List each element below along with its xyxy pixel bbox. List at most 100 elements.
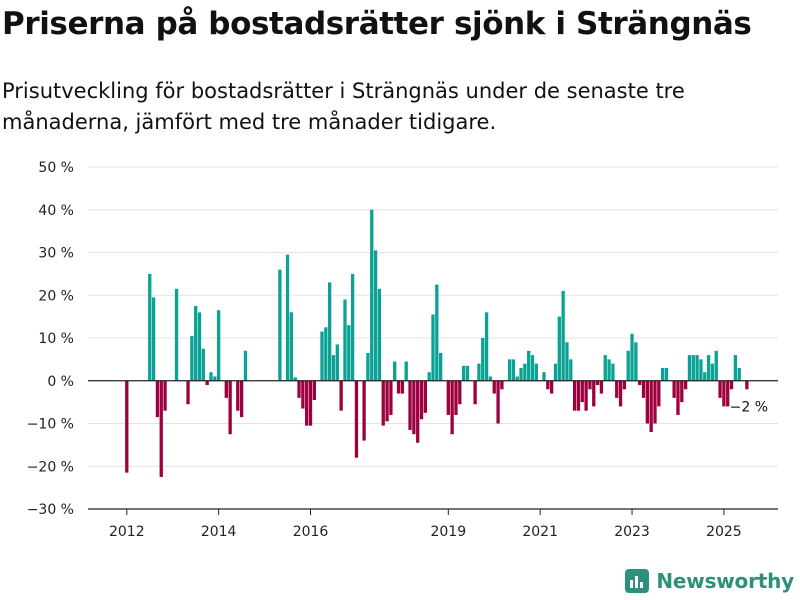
bar (672, 380, 676, 398)
x-tick-label: 2023 (614, 524, 650, 540)
bar (278, 269, 282, 381)
bar (542, 372, 546, 381)
bar (458, 380, 462, 405)
bar (634, 342, 638, 381)
bar (527, 350, 531, 381)
y-tick-label: 50 % (38, 160, 74, 176)
bar (500, 380, 504, 390)
bar (565, 342, 569, 381)
bar (729, 380, 734, 390)
bar (159, 380, 163, 477)
bar (695, 355, 699, 381)
bar (431, 314, 435, 381)
bar (201, 348, 205, 381)
bar (630, 333, 634, 381)
bar (618, 380, 623, 407)
bar (496, 380, 500, 424)
bar (622, 380, 627, 390)
bar (523, 363, 527, 381)
bar (151, 297, 156, 381)
bar (335, 344, 339, 381)
bar (661, 367, 665, 381)
bar (607, 359, 611, 381)
bar (576, 380, 581, 411)
bar (603, 355, 607, 381)
bar (209, 372, 213, 381)
bar (370, 209, 374, 381)
bar (722, 380, 726, 407)
bar (481, 338, 485, 381)
bar (320, 331, 324, 381)
bar (484, 312, 489, 381)
bar (726, 380, 730, 407)
bar (561, 290, 565, 381)
bar (553, 363, 558, 381)
bar (155, 380, 160, 418)
brand-logo: Newsworthy (624, 568, 794, 594)
bar (305, 380, 309, 426)
bar (645, 380, 649, 424)
bars (125, 209, 749, 477)
bar (285, 254, 290, 381)
annotations: −2 % (730, 399, 768, 415)
bar (297, 380, 301, 398)
bar (718, 380, 722, 398)
bar (435, 284, 439, 381)
bar (362, 380, 366, 441)
bar (733, 355, 738, 381)
bar (224, 380, 228, 398)
bar (638, 380, 642, 386)
bar (339, 380, 343, 411)
bar (404, 361, 408, 381)
y-tick-label: 40 % (38, 203, 74, 219)
y-tick-label: 0 % (47, 374, 74, 390)
bar (477, 363, 481, 381)
bar (366, 352, 370, 381)
bar (488, 376, 493, 381)
bar (190, 335, 194, 381)
bar (228, 380, 232, 435)
bar (331, 355, 336, 381)
bar (699, 359, 703, 381)
bar (174, 288, 179, 381)
bar (393, 361, 397, 381)
bar (301, 380, 305, 409)
bar (163, 380, 167, 411)
bar (584, 380, 588, 411)
bar (450, 380, 454, 435)
bar (239, 380, 244, 418)
bar (400, 380, 405, 394)
bar (350, 273, 355, 381)
bar (687, 355, 692, 381)
bar (427, 372, 431, 381)
bar (519, 367, 523, 381)
axes (88, 380, 778, 510)
bar (680, 380, 684, 403)
bar (473, 380, 477, 405)
bar (530, 355, 535, 381)
bar (657, 380, 661, 407)
x-tick-label: 2019 (430, 524, 466, 540)
bar (373, 250, 378, 381)
bar (615, 380, 619, 398)
bar (324, 327, 328, 381)
bar (572, 380, 577, 411)
bar (446, 380, 450, 415)
last-value-label: −2 % (730, 399, 768, 415)
bar (557, 316, 561, 381)
bar (213, 376, 217, 381)
bar (745, 380, 749, 390)
bar (243, 350, 248, 381)
bar (683, 380, 688, 390)
bar (534, 363, 538, 381)
bar (676, 380, 680, 415)
x-tick-label: 2021 (522, 524, 558, 540)
bar (194, 305, 198, 381)
bar (125, 380, 129, 473)
bar (293, 377, 297, 381)
bar (595, 380, 600, 386)
bar (408, 380, 412, 430)
y-tick-label: −30 % (27, 502, 74, 518)
y-tick-label: 10 % (38, 331, 74, 347)
bar (454, 380, 458, 415)
